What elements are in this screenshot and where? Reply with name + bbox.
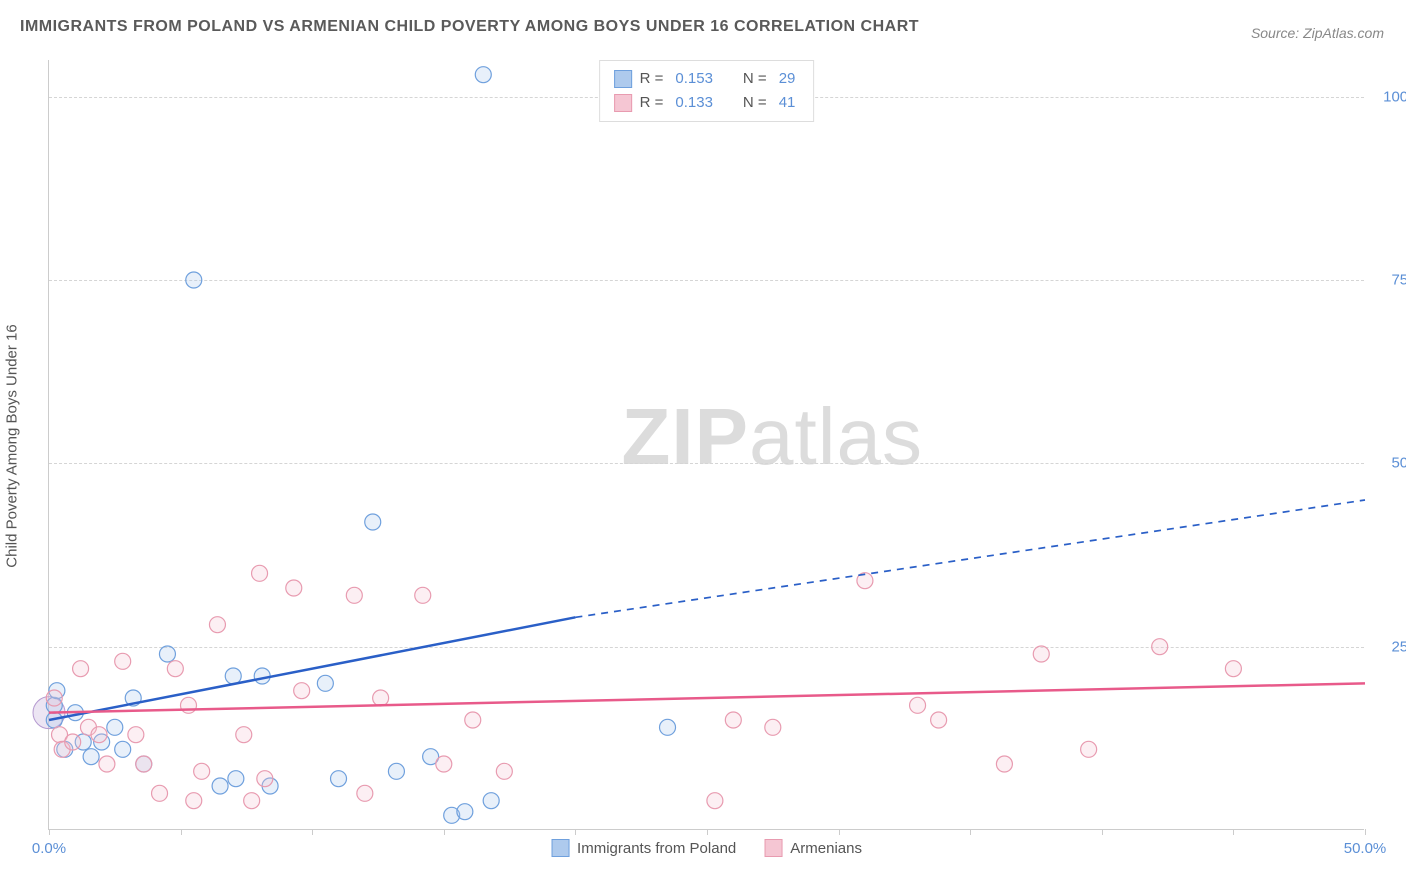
- scatter-point: [415, 587, 431, 603]
- series-legend-item: Armenians: [764, 839, 862, 857]
- scatter-point: [136, 756, 152, 772]
- scatter-point: [475, 67, 491, 83]
- scatter-point: [346, 587, 362, 603]
- x-tick-mark: [707, 829, 708, 835]
- x-tick-mark: [1365, 829, 1366, 835]
- r-label: R =: [640, 91, 664, 115]
- scatter-point: [180, 697, 196, 713]
- scatter-point: [225, 668, 241, 684]
- series-legend-label: Armenians: [790, 840, 862, 857]
- scatter-point: [209, 617, 225, 633]
- scatter-point: [436, 756, 452, 772]
- trend-line-extrapolated: [575, 500, 1365, 617]
- scatter-point: [46, 690, 62, 706]
- scatter-point: [483, 793, 499, 809]
- y-tick-label: 50.0%: [1374, 455, 1406, 472]
- scatter-point: [159, 646, 175, 662]
- scatter-point: [373, 690, 389, 706]
- scatter-point: [236, 727, 252, 743]
- source-attribution: Source: ZipAtlas.com: [1251, 25, 1384, 41]
- chart-plot-area: ZIPatlas 25.0%50.0%75.0%100.0% 0.0%50.0%…: [48, 60, 1364, 830]
- x-tick-mark: [1102, 829, 1103, 835]
- x-tick-mark: [181, 829, 182, 835]
- scatter-point: [128, 727, 144, 743]
- scatter-point: [286, 580, 302, 596]
- legend-swatch: [551, 839, 569, 857]
- correlation-legend: R = 0.153 N = 29 R = 0.133 N = 41: [599, 60, 815, 122]
- x-tick-mark: [575, 829, 576, 835]
- x-tick-mark: [839, 829, 840, 835]
- scatter-point: [707, 793, 723, 809]
- scatter-point: [660, 719, 676, 735]
- series-legend: Immigrants from Poland Armenians: [551, 839, 862, 857]
- r-label: R =: [640, 67, 664, 91]
- scatter-point: [244, 793, 260, 809]
- legend-swatch: [764, 839, 782, 857]
- scatter-point: [725, 712, 741, 728]
- scatter-point: [996, 756, 1012, 772]
- scatter-point: [465, 712, 481, 728]
- scatter-point: [1152, 639, 1168, 655]
- scatter-point: [186, 272, 202, 288]
- n-value: 41: [775, 91, 800, 115]
- scatter-point: [152, 785, 168, 801]
- scatter-point: [194, 763, 210, 779]
- y-tick-label: 100.0%: [1374, 88, 1406, 105]
- scatter-point: [186, 793, 202, 809]
- scatter-point: [65, 734, 81, 750]
- n-label: N =: [743, 67, 767, 91]
- y-axis-label: Child Poverty Among Boys Under 16: [4, 324, 21, 567]
- scatter-point: [107, 719, 123, 735]
- scatter-point: [294, 683, 310, 699]
- scatter-point: [331, 771, 347, 787]
- r-value: 0.133: [671, 91, 717, 115]
- scatter-point: [357, 785, 373, 801]
- series-legend-label: Immigrants from Poland: [577, 840, 736, 857]
- x-tick-mark: [970, 829, 971, 835]
- y-tick-label: 75.0%: [1374, 272, 1406, 289]
- scatter-point: [115, 653, 131, 669]
- scatter-point: [252, 565, 268, 581]
- scatter-point: [457, 804, 473, 820]
- correlation-legend-row: R = 0.133 N = 41: [614, 91, 800, 115]
- scatter-point: [910, 697, 926, 713]
- r-value: 0.153: [671, 67, 717, 91]
- scatter-point: [931, 712, 947, 728]
- scatter-point: [99, 756, 115, 772]
- scatter-point: [167, 661, 183, 677]
- scatter-point: [1081, 741, 1097, 757]
- scatter-point: [496, 763, 512, 779]
- x-tick-mark: [444, 829, 445, 835]
- scatter-point: [317, 675, 333, 691]
- chart-title: IMMIGRANTS FROM POLAND VS ARMENIAN CHILD…: [20, 18, 919, 36]
- correlation-legend-row: R = 0.153 N = 29: [614, 67, 800, 91]
- x-tick-label: 0.0%: [32, 840, 66, 857]
- x-tick-label: 50.0%: [1344, 840, 1387, 857]
- scatter-point: [83, 749, 99, 765]
- y-tick-label: 25.0%: [1374, 638, 1406, 655]
- scatter-point: [228, 771, 244, 787]
- scatter-point: [1033, 646, 1049, 662]
- x-tick-mark: [312, 829, 313, 835]
- legend-swatch: [614, 70, 632, 88]
- trend-line: [49, 683, 1365, 712]
- scatter-point: [388, 763, 404, 779]
- scatter-point: [257, 771, 273, 787]
- scatter-point: [765, 719, 781, 735]
- scatter-point: [73, 661, 89, 677]
- scatter-point: [91, 727, 107, 743]
- n-label: N =: [743, 91, 767, 115]
- scatter-point: [365, 514, 381, 530]
- scatter-point: [254, 668, 270, 684]
- x-tick-mark: [1233, 829, 1234, 835]
- x-tick-mark: [49, 829, 50, 835]
- scatter-point: [1225, 661, 1241, 677]
- scatter-point: [212, 778, 228, 794]
- scatter-svg: [49, 60, 1364, 829]
- n-value: 29: [775, 67, 800, 91]
- scatter-point: [115, 741, 131, 757]
- legend-swatch: [614, 94, 632, 112]
- series-legend-item: Immigrants from Poland: [551, 839, 736, 857]
- trend-line: [49, 617, 575, 720]
